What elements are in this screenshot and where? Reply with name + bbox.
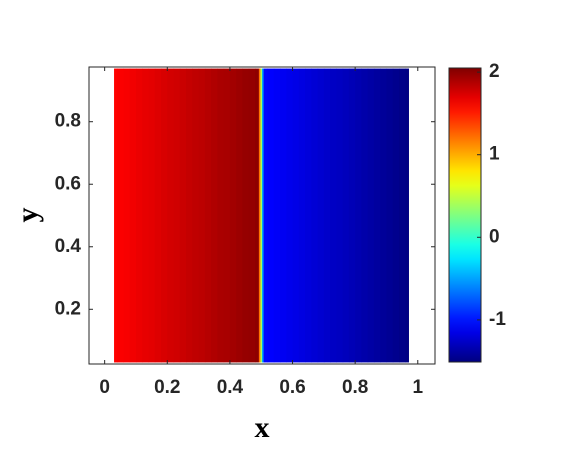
heat-cell <box>405 68 409 363</box>
heat-cell <box>348 68 356 363</box>
heat-cell <box>192 68 200 363</box>
heat-cell <box>173 68 181 363</box>
heat-cell <box>154 68 162 363</box>
heat-cell <box>204 68 212 363</box>
colorbar <box>448 67 482 363</box>
y-axis-label: y <box>11 208 44 223</box>
colorbar-tick-label: 2 <box>489 61 500 82</box>
heat-cell <box>305 68 312 363</box>
y-tick-label: 0.6 <box>55 173 81 194</box>
heat-cell <box>355 68 363 363</box>
heat-cell <box>186 68 193 363</box>
heat-cell <box>223 68 231 363</box>
colorbar-tick-label: 1 <box>489 144 500 165</box>
heat-cell <box>262 68 265 363</box>
heat-cell <box>267 68 275 363</box>
heat-cell <box>380 68 388 363</box>
heat-cell <box>229 68 237 363</box>
heat-cell <box>254 68 260 363</box>
heat-cell <box>258 68 262 363</box>
x-tick-label: 0.4 <box>217 377 244 398</box>
heat-cell <box>260 68 263 363</box>
heat-cell <box>129 68 137 363</box>
heat-cell <box>330 68 337 363</box>
heat-cell <box>248 68 256 363</box>
x-tick-label: 0.8 <box>342 377 368 398</box>
heat-cell <box>135 68 143 363</box>
heat-cell <box>373 68 381 363</box>
heat-cell <box>179 68 187 363</box>
heat-cell <box>273 68 281 363</box>
heat-cell <box>311 68 319 363</box>
heat-cell <box>211 68 218 363</box>
y-tick-label: 0.2 <box>55 298 81 319</box>
heat-cell <box>398 68 406 363</box>
heat-cell <box>167 68 175 363</box>
heat-cell <box>392 68 400 363</box>
heat-cell <box>161 68 168 363</box>
heat-cell <box>367 68 375 363</box>
colorbar-tick-label: 0 <box>489 226 500 247</box>
heat-cell <box>386 68 394 363</box>
heat-cell <box>361 68 369 363</box>
heat-cell <box>286 68 294 363</box>
heat-cell <box>280 68 287 363</box>
heat-cell <box>117 68 125 363</box>
y-tick-label: 0.8 <box>55 111 81 132</box>
colorbar-tick-label: -1 <box>489 309 506 330</box>
heat-cell <box>323 68 331 363</box>
x-axis-label: x <box>255 411 270 444</box>
heat-cell <box>336 68 344 363</box>
heat-cell <box>292 68 300 363</box>
x-tick-label: 0.2 <box>154 377 180 398</box>
x-tick-label: 1 <box>412 377 423 398</box>
heat-cell <box>217 68 225 363</box>
heat-cell <box>317 68 325 363</box>
heat-cell <box>298 68 306 363</box>
heat-cell <box>114 68 118 363</box>
x-tick-label: 0 <box>99 377 110 398</box>
x-tick-label: 0.6 <box>279 377 305 398</box>
heat-cell <box>342 68 350 363</box>
heat-cell <box>236 68 244 363</box>
heat-cell <box>142 68 150 363</box>
heat-cell <box>123 68 131 363</box>
heat-cell <box>263 68 269 363</box>
heat-cell <box>148 68 156 363</box>
axes-box <box>88 66 436 365</box>
heat-cell <box>242 68 250 363</box>
y-tick-label: 0.4 <box>55 236 82 257</box>
heat-cell <box>198 68 206 363</box>
